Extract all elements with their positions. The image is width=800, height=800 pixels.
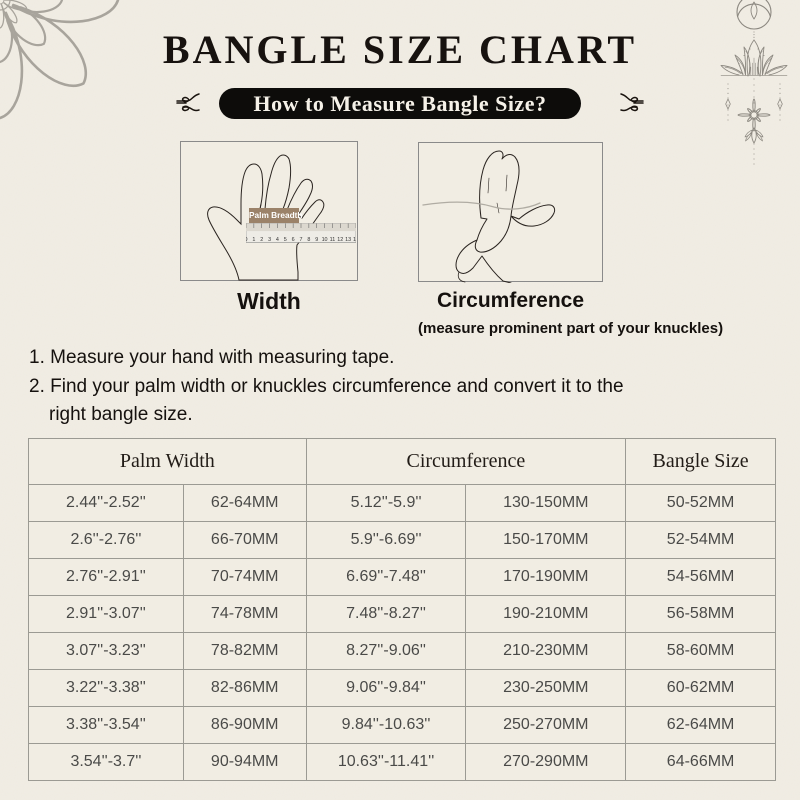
svg-text:2: 2 xyxy=(260,237,263,243)
svg-text:4: 4 xyxy=(276,237,279,243)
svg-text:3: 3 xyxy=(268,237,271,243)
svg-text:9: 9 xyxy=(315,237,318,243)
svg-text:1: 1 xyxy=(252,237,255,243)
svg-text:7: 7 xyxy=(300,237,303,243)
svg-text:13: 13 xyxy=(345,237,351,243)
svg-text:11: 11 xyxy=(330,237,336,243)
svg-text:0: 0 xyxy=(246,237,248,243)
svg-text:14: 14 xyxy=(353,237,356,243)
svg-text:8: 8 xyxy=(307,237,310,243)
svg-text:10: 10 xyxy=(322,237,328,243)
svg-text:6: 6 xyxy=(292,237,295,243)
svg-text:5: 5 xyxy=(284,237,287,243)
svg-text:12: 12 xyxy=(337,237,343,243)
